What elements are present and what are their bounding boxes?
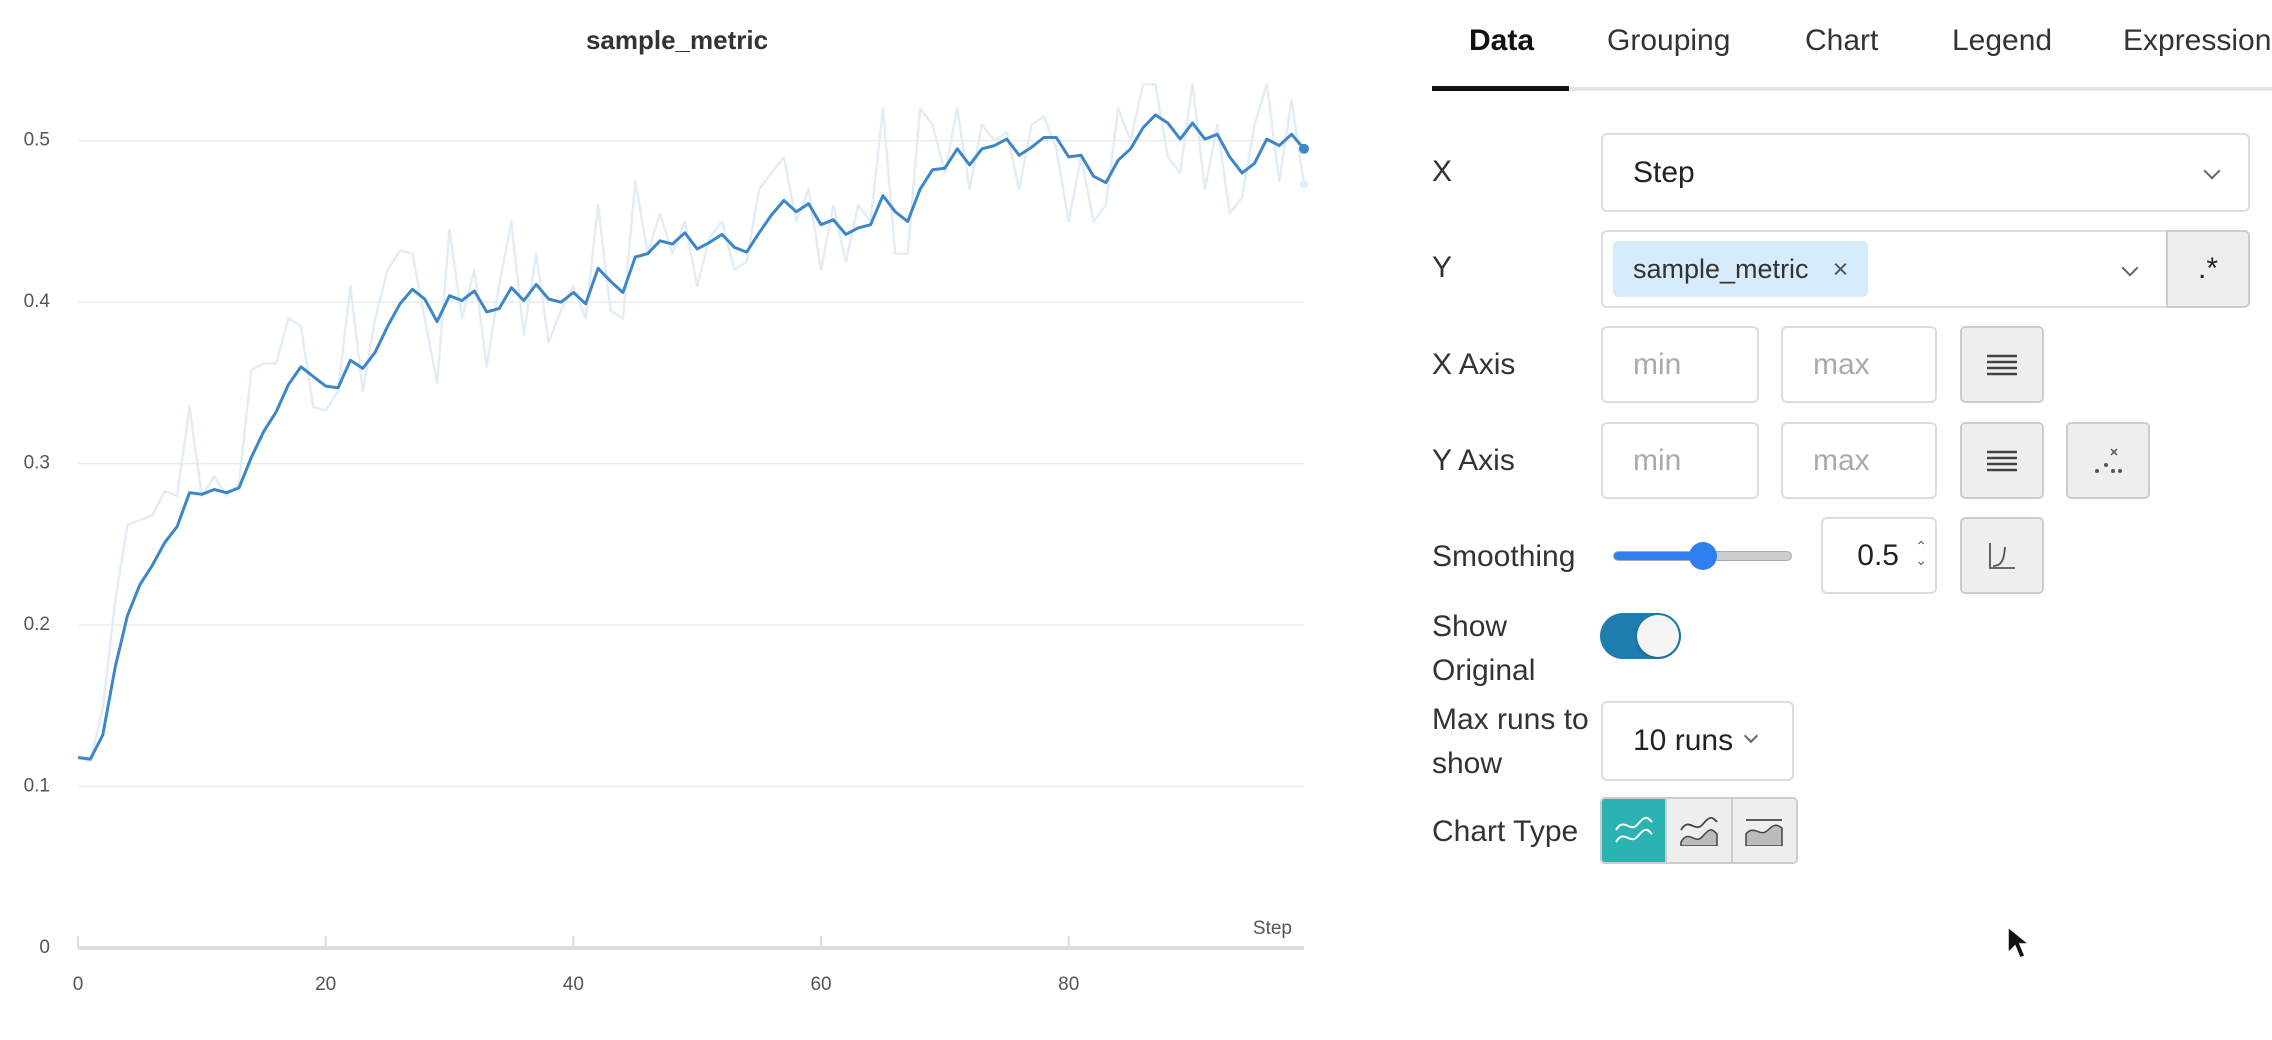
placeholder: min bbox=[1633, 443, 1682, 477]
spinner[interactable]: ⌃ ⌄ bbox=[1915, 538, 1927, 568]
field-label: Max runs to show bbox=[1432, 703, 1589, 780]
icon bbox=[1987, 354, 2017, 375]
end-point bbox=[1300, 180, 1308, 189]
max-runs-select[interactable]: 10 runs bbox=[1601, 701, 1794, 781]
tab[interactable]: Grouping bbox=[1607, 24, 1731, 57]
slider-fill bbox=[1614, 552, 1704, 560]
regex-button[interactable]: .* bbox=[2166, 230, 2250, 308]
min-input[interactable]: min bbox=[1601, 326, 1759, 403]
x-tick-label: 40 bbox=[563, 974, 584, 995]
y-tick-label: 0.2 bbox=[24, 614, 50, 635]
y-tick-label: 0.3 bbox=[24, 453, 50, 474]
series-line bbox=[77, 113, 1306, 761]
chart-type-group bbox=[1600, 797, 1798, 864]
log-button[interactable] bbox=[1960, 422, 2044, 499]
x-axis-label: Step bbox=[1253, 918, 1292, 939]
log-button[interactable] bbox=[1960, 326, 2044, 403]
chart-type-percent[interactable] bbox=[1730, 799, 1796, 862]
icon bbox=[1987, 450, 2017, 471]
field-label: Smoothing bbox=[1432, 540, 1576, 573]
field-label: Y Axis bbox=[1432, 444, 1515, 477]
chevron bbox=[1743, 728, 1759, 744]
tag-remove[interactable]: × bbox=[1832, 253, 1849, 284]
tab-rule bbox=[1432, 87, 2272, 91]
regex-text: .* bbox=[2197, 252, 2218, 285]
chart: sample_metric Step 0 0.1 0.2 0.3 0.4 0.5 0 20 40… bbox=[24, 25, 1309, 995]
y-tick-label: 0.4 bbox=[24, 291, 51, 312]
toggle-knob bbox=[1637, 615, 1679, 657]
chart-type-area[interactable] bbox=[1665, 799, 1731, 862]
icon bbox=[1745, 818, 1784, 846]
tab[interactable]: Chart bbox=[1805, 24, 1879, 57]
field-label: Chart Type bbox=[1432, 815, 1579, 848]
icon bbox=[1989, 542, 2015, 569]
icon bbox=[1614, 816, 1653, 843]
x-tick-label: 80 bbox=[1058, 974, 1079, 995]
placeholder: max bbox=[1813, 443, 1870, 477]
x-tick-label: 20 bbox=[315, 974, 336, 995]
x-tick-label: 60 bbox=[810, 974, 831, 995]
active-tab-underline bbox=[1432, 86, 1569, 91]
tag-text: sample_metric bbox=[1633, 253, 1809, 284]
field-label: X bbox=[1432, 155, 1453, 188]
field-label: X Axis bbox=[1432, 348, 1516, 381]
y-tick-label: 0.5 bbox=[24, 130, 50, 151]
tab[interactable]: Legend bbox=[1952, 24, 2053, 57]
smoothing-input[interactable]: 0.5 ⌃ ⌄ bbox=[1821, 517, 1937, 594]
select-value: 10 runs bbox=[1633, 724, 1734, 757]
mouse-cursor bbox=[2007, 925, 2032, 959]
chevron bbox=[2203, 162, 2221, 180]
chevron bbox=[2121, 259, 2139, 277]
field-label: Y bbox=[1432, 251, 1453, 284]
placeholder: min bbox=[1633, 347, 1682, 381]
icon bbox=[2095, 447, 2122, 473]
input-value: 0.5 bbox=[1857, 538, 1899, 572]
tab[interactable]: Expressions bbox=[2123, 24, 2272, 57]
slider-thumb[interactable] bbox=[1688, 542, 1717, 570]
y-tick-label: 0.1 bbox=[24, 776, 50, 797]
x-select[interactable]: Step bbox=[1601, 133, 2250, 212]
select-value: Step bbox=[1633, 155, 1695, 189]
placeholder: max bbox=[1813, 347, 1870, 381]
outlier-button[interactable] bbox=[2066, 422, 2150, 499]
tab[interactable]: Data bbox=[1469, 24, 1535, 57]
chart-title: sample_metric bbox=[586, 25, 768, 55]
end-point bbox=[1299, 143, 1309, 154]
icon bbox=[1680, 816, 1718, 846]
smoothing-type-button[interactable] bbox=[1960, 517, 2044, 594]
max-input[interactable]: max bbox=[1781, 422, 1937, 499]
chart-type-line[interactable] bbox=[1602, 799, 1666, 862]
min-input[interactable]: min bbox=[1601, 422, 1759, 499]
y-tag: sample_metric × bbox=[1613, 241, 1869, 297]
toggle[interactable] bbox=[1600, 613, 1681, 659]
field-label: Show Original bbox=[1432, 610, 1536, 687]
max-input[interactable]: max bbox=[1781, 326, 1937, 403]
y-tick-label: 0 bbox=[39, 937, 50, 958]
y-select[interactable]: sample_metric × bbox=[1601, 230, 2168, 308]
series-line bbox=[77, 82, 1306, 762]
x-tick-label: 0 bbox=[73, 974, 84, 995]
